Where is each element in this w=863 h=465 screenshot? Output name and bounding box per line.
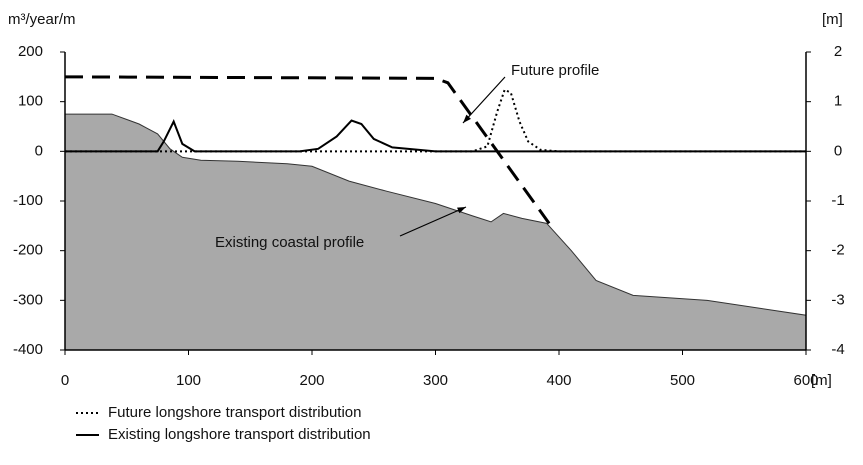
y2-tick-label: 0 — [834, 142, 842, 159]
y-tick-label: 100 — [18, 93, 43, 110]
y2-tick-label: -2 — [831, 242, 844, 259]
x-tick-label: 600 — [793, 372, 818, 389]
y2-tick-label: 2 — [834, 43, 842, 60]
y2-axis-label: [m] — [822, 11, 843, 28]
y2-tick-label: 1 — [834, 93, 842, 110]
annotation: Existing coastal profile — [215, 234, 364, 251]
x-tick-label: 300 — [423, 372, 448, 389]
annotation-arrow — [463, 77, 505, 123]
y2-tick-label: -3 — [831, 291, 844, 308]
chart: m³/year/m [m] [m] 0100200300400500600-40… — [0, 0, 863, 465]
legend-label: Future longshore transport distribution — [108, 404, 361, 421]
x-tick-label: 400 — [546, 372, 571, 389]
y-tick-label: -300 — [13, 291, 43, 308]
y-tick-label: -400 — [13, 341, 43, 358]
x-tick-label: 100 — [176, 372, 201, 389]
profile-area — [65, 114, 806, 350]
y-tick-label: 200 — [18, 43, 43, 60]
y2-tick-label: -4 — [831, 341, 844, 358]
annotation: Future profile — [511, 62, 599, 79]
transport-line — [65, 121, 806, 152]
y2-tick-label: -1 — [831, 192, 844, 209]
x-tick-label: 500 — [670, 372, 695, 389]
x-tick-label: 0 — [61, 372, 69, 389]
legend-label: Existing longshore transport distributio… — [108, 426, 371, 443]
transport-line — [65, 90, 806, 152]
y-tick-label: -100 — [13, 192, 43, 209]
x-tick-label: 200 — [299, 372, 324, 389]
y-tick-label: 0 — [35, 142, 43, 159]
y-axis-label: m³/year/m — [8, 11, 76, 28]
y-tick-label: -200 — [13, 242, 43, 259]
